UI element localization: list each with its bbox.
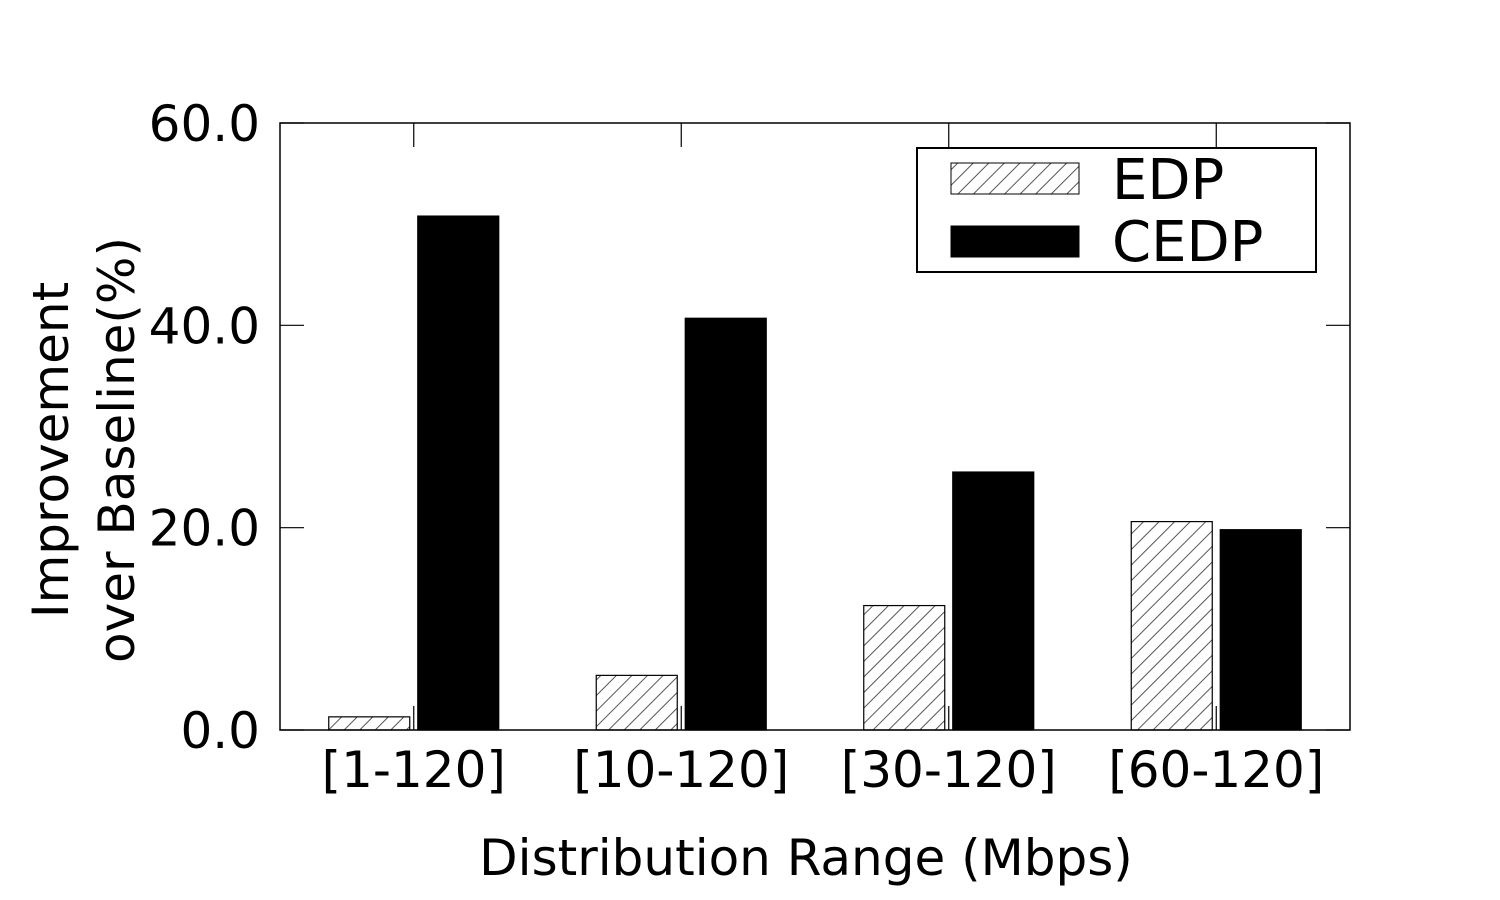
y-axis-title-line1: Improvement bbox=[22, 282, 80, 618]
bar-edp-1-120 bbox=[328, 716, 411, 731]
y-tick-label: 20.0 bbox=[149, 500, 260, 558]
bars-group bbox=[328, 215, 1302, 731]
y-tick-label: 60.0 bbox=[149, 95, 260, 153]
bar-cedp-1-120 bbox=[417, 215, 500, 731]
bar-edp-10-120 bbox=[595, 674, 678, 731]
ticks-group: [1-120] [10-120] [30-120] [60-120] 0.0 20.0 40… bbox=[149, 95, 1350, 799]
x-tick-label: [1-120] bbox=[322, 741, 506, 799]
bar-edp-60-120 bbox=[1130, 520, 1213, 731]
x-tick-label: [60-120] bbox=[1108, 741, 1324, 799]
legend-swatch-edp bbox=[950, 162, 1080, 195]
x-tick-label: [30-120] bbox=[841, 741, 1057, 799]
x-tick-label: [10-120] bbox=[573, 741, 789, 799]
legend-label-cedp: CEDP bbox=[1112, 210, 1263, 275]
y-axis-title-line2: over Baseline(%) bbox=[88, 237, 146, 663]
plot-frame bbox=[279, 122, 1351, 731]
x-axis-title: Distribution Range (Mbps) bbox=[479, 829, 1133, 887]
legend-swatch-cedp bbox=[950, 225, 1080, 258]
bar-cedp-10-120 bbox=[684, 317, 767, 731]
bar-cedp-30-120 bbox=[952, 471, 1035, 731]
legend-label-edp: EDP bbox=[1112, 148, 1224, 213]
legend: EDP CEDP bbox=[916, 147, 1317, 275]
y-tick-label: 0.0 bbox=[180, 702, 260, 760]
bar-edp-30-120 bbox=[863, 604, 946, 731]
bar-cedp-60-120 bbox=[1219, 529, 1302, 731]
y-tick-label: 40.0 bbox=[149, 297, 260, 355]
